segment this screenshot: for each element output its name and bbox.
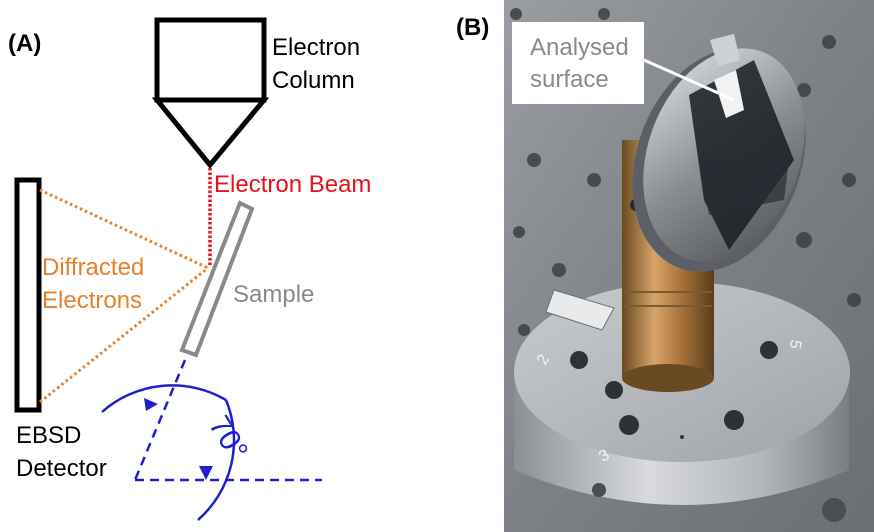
sample-plate — [179, 200, 255, 358]
panel-a-label: (A) — [8, 30, 41, 57]
angle-arrowheads — [144, 398, 213, 480]
electron-column-label-line2: Column — [272, 67, 355, 94]
electron-beam-label: Electron Beam — [214, 171, 371, 198]
stage-number-5: 5 — [786, 338, 804, 350]
diffracted-electrons-label-line1: Diffracted — [42, 254, 144, 281]
analysed-surface-label-line2: surface — [530, 66, 609, 93]
electron-column — [151, 17, 270, 169]
sample-label: Sample — [233, 281, 314, 308]
diffracted-electron-rays — [39, 188, 209, 404]
ebsd-detector-label-line1: EBSD — [16, 422, 81, 449]
ebsd-detector-label-line2: Detector — [16, 455, 107, 482]
tilt-angle-label: 70° — [202, 410, 254, 466]
panel-b-label: (B) — [456, 14, 490, 41]
electron-column-label-line1: Electron — [272, 34, 360, 61]
diffracted-electrons-label-line2: Electrons — [42, 287, 142, 314]
breadboard-holes — [510, 8, 861, 336]
ebsd-schematic: (A) Electron Column Electron Beam EBSD D… — [8, 17, 371, 521]
ebsd-detector — [14, 177, 42, 413]
tilt-angle-construction — [101, 359, 322, 521]
callout-pointer — [643, 58, 735, 102]
analysed-surface-label-line1: Analysed — [530, 34, 629, 61]
tilted-sample-disc — [632, 34, 806, 272]
analysed-surface-callout: Analysed surface — [512, 22, 644, 104]
